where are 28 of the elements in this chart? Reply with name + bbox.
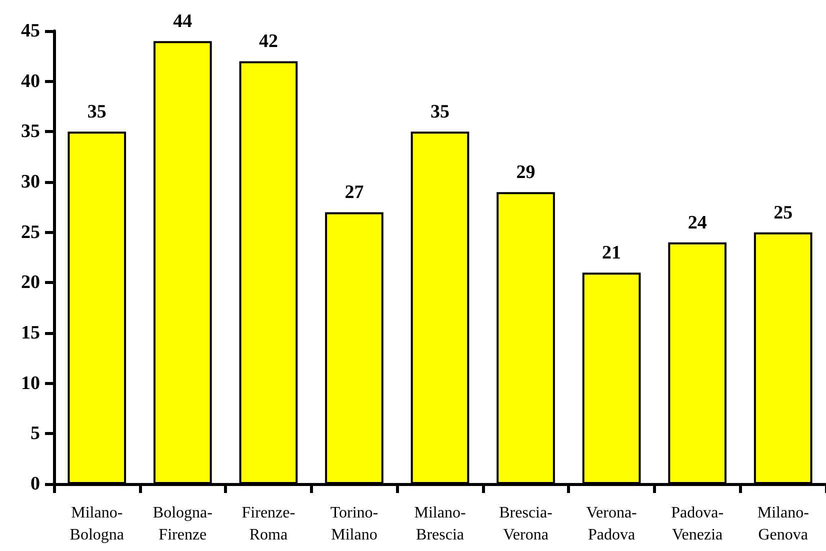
y-tick-label: 0 xyxy=(30,474,40,494)
data-label: 42 xyxy=(258,31,278,52)
x-tick-label: Verona-Padova xyxy=(586,504,637,544)
x-tick-label: Firenze-Roma xyxy=(242,504,296,544)
x-tick-label: Milano-Genova xyxy=(757,504,809,544)
y-tick-label: 15 xyxy=(21,322,40,344)
x-tick-label: Milano-Brescia xyxy=(414,504,466,544)
x-tick-label: Torino-Milano xyxy=(330,504,378,544)
x-tick-label: Bologna-Firenze xyxy=(152,504,212,544)
data-label: 35 xyxy=(430,102,450,123)
data-label: 44 xyxy=(173,11,193,32)
data-label: 24 xyxy=(688,212,708,234)
y-tick-label: 45 xyxy=(21,20,40,42)
y-tick-label: 40 xyxy=(21,70,40,92)
y-tick-label: 5 xyxy=(30,423,40,444)
y-tick-label: 20 xyxy=(21,272,40,294)
y-tick-label: 10 xyxy=(21,372,40,394)
data-label: 29 xyxy=(516,162,536,184)
data-label: 25 xyxy=(774,202,793,224)
y-tick-label: 25 xyxy=(21,222,40,243)
data-label: 35 xyxy=(87,102,106,123)
data-label: 27 xyxy=(344,182,364,204)
data-label: 21 xyxy=(602,242,622,264)
y-tick-label: 30 xyxy=(21,172,40,192)
y-tick-label: 35 xyxy=(21,121,40,142)
x-tick-label: Milano-Bologna xyxy=(70,504,124,544)
x-tick-label: Padova-Venezia xyxy=(671,504,724,544)
x-tick-label: Brescia-Verona xyxy=(499,504,552,544)
